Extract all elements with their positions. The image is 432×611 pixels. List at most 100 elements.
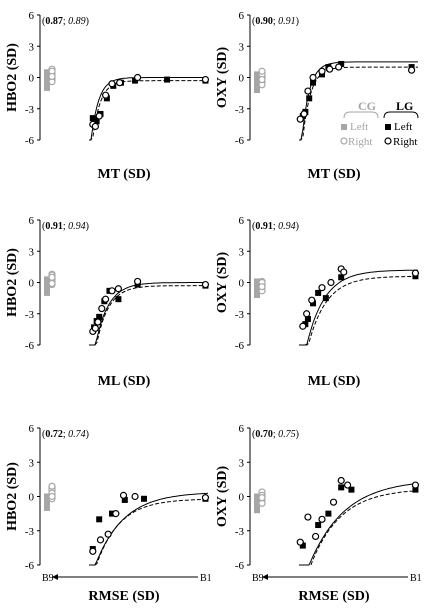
y-tick-label: -3 (25, 104, 35, 116)
corr-open: ( (252, 16, 256, 27)
cg-left-point (254, 71, 260, 78)
lg-right-point (91, 324, 99, 332)
cg-left-point (254, 499, 260, 506)
fit-curve-dashed (299, 490, 419, 566)
lg-right-point (327, 278, 335, 287)
lg-left-point (322, 295, 329, 302)
lg-right-point (340, 268, 348, 276)
x-axis-label: MT (SD) (307, 167, 360, 182)
corr-sep: ; (63, 221, 68, 232)
legend: CG Left Right LG Left Right (340, 99, 419, 148)
cg-left-point (254, 284, 260, 291)
cg-right-point (258, 75, 266, 84)
cg-left-point (44, 285, 50, 292)
lg-left-point (310, 79, 317, 86)
corr-sep: ; (273, 16, 278, 27)
legend-lg-right-label: Right (393, 136, 417, 148)
y-tick-label: 3 (239, 457, 245, 469)
lg-right-point (112, 510, 120, 518)
y-tick-label: 0 (29, 73, 35, 85)
y-tick-label: -6 (235, 560, 245, 572)
y-tick-label: -6 (235, 135, 245, 147)
y-tick-label: 0 (239, 278, 245, 290)
lg-right-point (114, 285, 123, 293)
x-axis-label: ML (SD) (308, 374, 361, 389)
lg-right-point (201, 75, 210, 84)
corr-close: ) (296, 429, 299, 440)
cg-left-point (254, 493, 260, 500)
lg-left-point (304, 315, 311, 322)
lg-right-point (300, 110, 308, 118)
y-tick-label: 6 (239, 215, 245, 227)
lg-right-point (108, 80, 116, 88)
cg-right-point (258, 67, 266, 75)
lg-left-point (348, 486, 355, 493)
lg-left-point (164, 76, 171, 83)
legend-lg-title: LG (396, 99, 413, 113)
lg-left-point (315, 289, 322, 296)
y-tick-label: 3 (239, 41, 245, 53)
lg-right-point (304, 513, 312, 521)
lg-right-point (131, 492, 139, 501)
corr-left: 0.91 (255, 221, 273, 232)
corr-open: ( (252, 429, 256, 440)
y-tick-label: 6 (239, 10, 245, 22)
panel-p4: 6 3 0 -3 -6 OXY (SD) ML (SD) (0.91; 0.94) (215, 215, 420, 389)
lg-right-point (312, 532, 320, 541)
lg-left-point (141, 495, 147, 502)
lg-left-point (115, 296, 122, 303)
lg-left-point (299, 542, 306, 549)
cg-left-point (44, 76, 50, 83)
x-axis-label: RMSE (SD) (88, 589, 160, 604)
y-tick-label: 3 (239, 246, 245, 258)
cg-right-point (48, 72, 56, 81)
y-tick-label: 0 (29, 492, 35, 504)
corr-left: 0.70 (255, 429, 273, 440)
lg-right-point (96, 536, 105, 544)
x-start-label: B9 (252, 573, 264, 584)
cg-right-point (48, 279, 56, 288)
legend-cg-right-marker (340, 137, 348, 145)
y-tick-label: 0 (239, 73, 245, 85)
cg-right-point (258, 494, 266, 502)
lg-right-point (134, 73, 142, 82)
lg-left-point (338, 60, 345, 67)
corr-left: 0.72 (45, 429, 63, 440)
lg-left-point (121, 496, 128, 503)
cg-right-point (48, 273, 56, 281)
lg-right-point (116, 79, 124, 87)
cg-left-point (44, 500, 50, 507)
legend-lg-left-label: Left (394, 121, 412, 133)
lg-left-point (412, 486, 419, 493)
corr-right: 0.91 (278, 16, 296, 27)
lg-right-point (201, 494, 210, 502)
cg-left-point (44, 493, 50, 500)
corr-close: ) (296, 16, 299, 27)
cg-left-point (254, 80, 260, 87)
corr-left: 0.90 (255, 16, 273, 27)
lg-right-point (201, 280, 210, 289)
lg-right-point (326, 65, 334, 73)
fit-curve-dashed (299, 66, 418, 141)
y-tick-label: 3 (29, 41, 35, 53)
lg-right-point (89, 547, 97, 555)
cg-right-point (258, 283, 266, 291)
lg-right-point (411, 481, 420, 489)
lg-left-point (96, 313, 103, 320)
legend-cg-title: CG (358, 99, 376, 113)
cg-left-point (254, 83, 260, 90)
cg-left-point (254, 289, 260, 296)
x-axis-label: ML (SD) (98, 374, 151, 389)
corr-open: ( (42, 429, 46, 440)
fit-curve-dashed (89, 285, 208, 346)
legend-lg-left-marker (385, 124, 391, 130)
y-tick-label: -6 (25, 135, 35, 147)
corr-right: 0.94 (278, 221, 296, 232)
correlation-annotation: (0.72; 0.74) (42, 429, 89, 440)
lg-right-point (296, 115, 304, 123)
lg-right-point (95, 112, 103, 120)
y-tick-label: -3 (25, 309, 35, 321)
lg-right-point (104, 530, 112, 538)
corr-right: 0.94 (68, 221, 86, 232)
